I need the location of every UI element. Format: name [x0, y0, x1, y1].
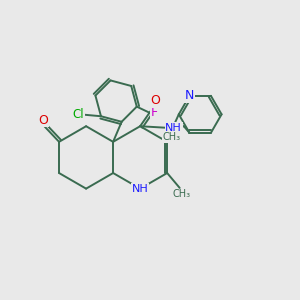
- Text: NH: NH: [132, 184, 148, 194]
- Text: CH₃: CH₃: [162, 132, 180, 142]
- Text: F: F: [151, 106, 158, 119]
- Text: NH: NH: [165, 123, 182, 133]
- Text: O: O: [39, 114, 49, 127]
- Text: Cl: Cl: [72, 108, 84, 121]
- Text: CH₃: CH₃: [172, 189, 190, 200]
- Text: N: N: [185, 89, 194, 102]
- Text: O: O: [150, 94, 160, 107]
